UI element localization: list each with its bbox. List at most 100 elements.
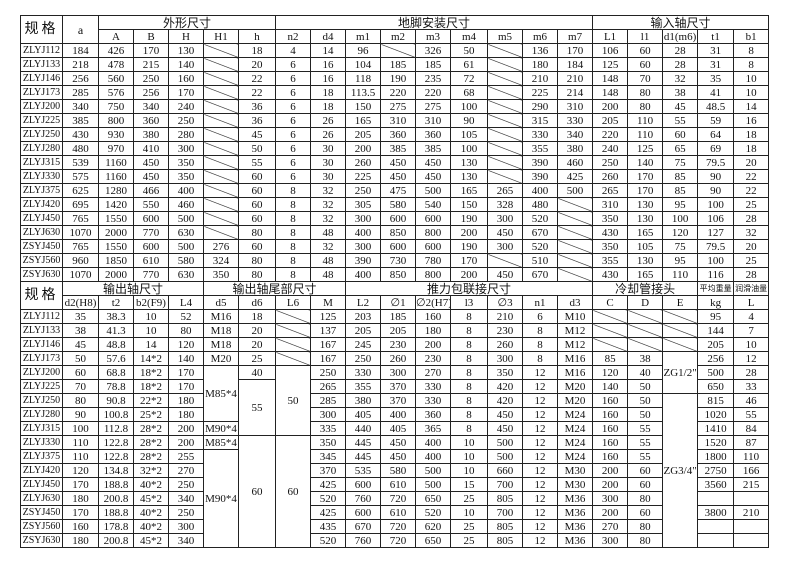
table-row: ZSYJ450 765 1550 600 500 276 60 8 32 300 600 600 190… (20, 239, 770, 254)
cell-value: 105 (627, 239, 664, 254)
cell-value: 12 (522, 533, 559, 548)
cell-value: 95 (697, 309, 735, 324)
cell-value: 50 (627, 407, 664, 422)
table-row: ZLYJ315 539 1160 450 350 55 6 30 260 450 450 130 390… (20, 155, 770, 170)
cell-value: 720 (380, 533, 417, 548)
model-name: ZLYJ375 (20, 183, 63, 198)
cell-value: 188.8 (98, 477, 134, 492)
cell-value: 150 (345, 99, 382, 114)
cell-value: 1520 (697, 435, 735, 450)
model-name: ZLYJ146 (20, 71, 63, 86)
cell-value: 60 (627, 57, 664, 72)
cell-value: 600 (415, 211, 452, 226)
tables-container: 规格 a 外形尺寸 地脚安装尺寸 输入轴尺寸 A B H H1 h n2 d4 m1 m2 m3 m4 m5 m6… (20, 15, 770, 548)
cell-value: 345 (310, 449, 347, 464)
cell-value: 256 (62, 71, 99, 86)
column-header: E (662, 295, 699, 310)
cell-value: 8 (275, 267, 312, 282)
cell-value: 630 (168, 225, 204, 240)
cell-value: 31 (697, 43, 735, 58)
cell-value: 12 (522, 379, 559, 394)
model-name: ZLYJ225 (20, 113, 63, 128)
cell-value: M36 (557, 519, 594, 534)
spec-header: 规格 (20, 281, 63, 310)
cell-value: 18 (733, 141, 770, 156)
cell-value: 550 (133, 197, 169, 212)
cell-value: 14*2 (133, 351, 169, 366)
column-header: m3 (415, 29, 452, 44)
cell-value: 12 (522, 519, 559, 534)
cell-value: 25 (733, 197, 770, 212)
cell-value: 12 (522, 505, 559, 520)
model-name: ZLYJ630 (20, 225, 63, 240)
cell-value: 340 (167, 491, 205, 506)
cell-value: 800 (415, 225, 452, 240)
cell-value: 60 (237, 197, 277, 212)
cell-value: 26 (310, 127, 347, 142)
cell-value: 55 (627, 421, 664, 436)
cell-value: 160 (592, 449, 629, 464)
cell-value: 360 (415, 407, 452, 422)
cell-value: 730 (380, 253, 417, 268)
table-row: ZLYJ173 285 576 256 170 22 6 18 113.5 220 220 68 225… (20, 85, 770, 100)
model-name: ZLYJ133 (20, 57, 63, 72)
cell-value: 16 (310, 71, 347, 86)
cell-value: M10 (557, 309, 594, 324)
table-row: ZSYJ450 170 188.8 40*2 250 425 600 610 520 10 700 1… (20, 505, 770, 520)
model-name: ZSYJ630 (20, 267, 63, 282)
cell-value: 1410 (697, 421, 735, 436)
cell-value: 230 (380, 337, 417, 352)
cell-value: 380 (133, 127, 169, 142)
cell-value: 122.8 (98, 449, 134, 464)
cell-value: 6 (275, 113, 312, 128)
cell-value: 390 (522, 155, 559, 170)
group-header: 输出轴尾部尺寸 (203, 281, 347, 296)
model-name: ZSYJ450 (20, 239, 63, 254)
cell-value: 10 (450, 505, 489, 520)
cell-value (662, 323, 699, 338)
column-header: h (237, 29, 277, 44)
cell-value: 2000 (98, 267, 134, 282)
cell-value: 100.8 (98, 407, 134, 422)
cell-value (275, 337, 312, 352)
cell-value: 170 (133, 43, 169, 58)
cell-value: 18 (310, 99, 347, 114)
cell-value: 780 (415, 253, 452, 268)
cell-value (203, 155, 239, 170)
cell-value: 12 (733, 351, 770, 366)
cell-value: 79.5 (697, 155, 735, 170)
column-header: d1(m6) (662, 29, 699, 44)
cell-value: 45*2 (133, 533, 169, 548)
cell-value (733, 491, 770, 506)
cell-value: 250 (168, 113, 204, 128)
cell-value: 580 (380, 197, 417, 212)
table-row: ZSYJ630 180 200.8 45*2 340 520 760 720 650 25 805 1… (20, 533, 770, 548)
cell-value: 580 (380, 463, 417, 478)
cell-value: 214 (557, 85, 594, 100)
cell-value: 450 (415, 169, 452, 184)
cell-value: 31 (697, 57, 735, 72)
cell-value: 28*2 (133, 435, 169, 450)
model-name: ZSYJ450 (20, 505, 63, 520)
cell-value: 170 (557, 43, 594, 58)
cell-value: 8 (275, 253, 312, 268)
cell-value: 80 (627, 85, 664, 100)
table-row: ZLYJ146 45 48.8 14 120 M18 20 167 245 230 200 8 260 8… (20, 337, 770, 352)
table-row: ZSYJ560 160 178.8 40*2 300 435 670 720 620 25 805 1… (20, 519, 770, 534)
cell-value: 6 (275, 169, 312, 184)
cell-value: 600 (345, 477, 382, 492)
cell-value: 750 (98, 99, 134, 114)
cell-value: 70 (627, 71, 664, 86)
cell-value (487, 141, 524, 156)
table-row: ZLYJ450 170 188.8 40*2 250 425 600 610 500 15 700 1… (20, 477, 770, 492)
cell-value: M36 (557, 491, 594, 506)
cell-value: 670 (522, 225, 559, 240)
cell-value: 370 (380, 379, 417, 394)
cell-value: 60 (62, 365, 99, 380)
cell-value: 500 (168, 211, 204, 226)
cell-value: 50 (62, 351, 99, 366)
cell-value: 116 (697, 267, 735, 282)
cell-value: M85*4 (203, 365, 240, 422)
cell-value: 28 (662, 43, 699, 58)
cell-value: 80 (237, 253, 277, 268)
